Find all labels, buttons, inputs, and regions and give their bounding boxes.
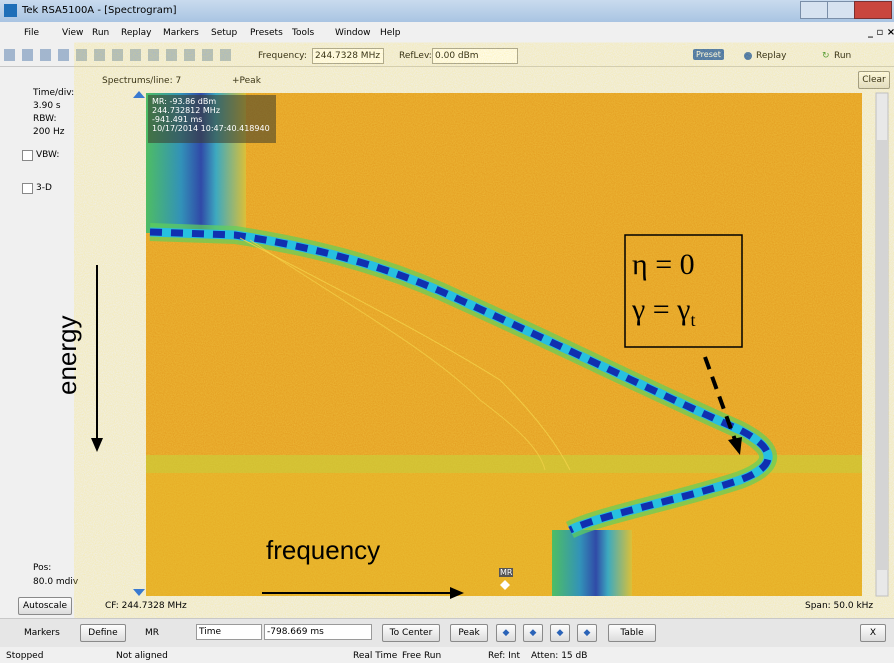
app-window: Tek RSA5100A - [Spectrogram] FileViewRun… <box>0 0 894 663</box>
arrowhead <box>91 438 103 452</box>
span: Span: 50.0 kHz <box>805 601 873 611</box>
gamma-subscript: t <box>690 310 695 330</box>
markers-label: Markers <box>24 628 60 638</box>
to-center-button[interactable]: To Center <box>382 624 440 642</box>
trigger-mode: Free Run <box>402 651 441 661</box>
mr-marker-label: MR <box>499 568 513 577</box>
readout-line: 244.732812 MHz <box>152 106 270 115</box>
acquisition-mode: Real Time <box>353 651 397 661</box>
peak-button[interactable]: Peak <box>450 624 488 642</box>
bottom-scroll-marker[interactable] <box>133 589 145 596</box>
spectrogram-layer <box>0 0 894 663</box>
marker-value-input[interactable]: -798.669 ms <box>264 624 372 640</box>
scrollbar-thumb[interactable] <box>877 140 887 570</box>
frequency-annotation: frequency <box>266 535 380 566</box>
readout-line: 10/17/2014 10:47:40.418940 <box>152 124 270 133</box>
readout-line: -941.491 ms <box>152 115 270 124</box>
eta-annotation: η = 0 <box>632 248 695 282</box>
reference-status: Ref: Int <box>488 651 520 661</box>
next-left-button[interactable]: ◆ <box>550 624 570 642</box>
energy-label: energy <box>52 316 83 396</box>
mode-select[interactable]: Time <box>196 624 262 640</box>
gamma-text: γ = γ <box>632 293 690 326</box>
attenuation-status: Atten: 15 dB <box>531 651 587 661</box>
table-button[interactable]: Table <box>608 624 656 642</box>
top-scroll-marker[interactable] <box>133 91 145 98</box>
close-markers-button[interactable]: X <box>860 624 886 642</box>
peak-right-button[interactable]: ◆ <box>523 624 543 642</box>
define-button[interactable]: Define <box>80 624 126 642</box>
peak-left-button[interactable]: ◆ <box>496 624 516 642</box>
run-state: Stopped <box>6 651 43 661</box>
markers-bar <box>0 618 894 647</box>
lower-region <box>146 473 862 596</box>
alignment-status: Not aligned <box>116 651 168 661</box>
center-frequency: CF: 244.7328 MHz <box>105 601 187 611</box>
readout-line: MR: -93.86 dBm <box>152 97 270 106</box>
next-right-button[interactable]: ◆ <box>577 624 597 642</box>
autoscale-button[interactable]: Autoscale <box>18 597 72 615</box>
signal-band <box>552 530 632 596</box>
gamma-annotation: γ = γt <box>632 293 695 331</box>
marker-select[interactable]: MR <box>145 628 159 638</box>
